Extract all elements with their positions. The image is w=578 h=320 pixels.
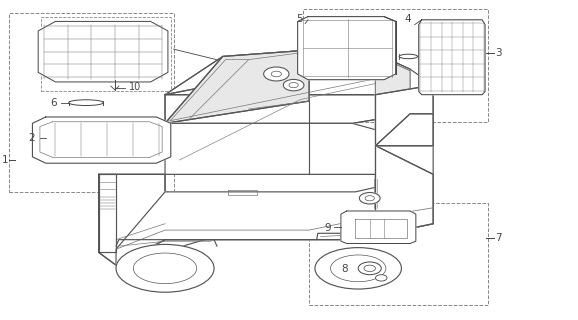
Circle shape [283, 79, 304, 91]
Ellipse shape [116, 244, 214, 292]
Polygon shape [165, 53, 376, 95]
Bar [41, 17, 171, 92]
Ellipse shape [315, 248, 402, 289]
Polygon shape [376, 55, 410, 114]
Polygon shape [376, 85, 433, 146]
Ellipse shape [399, 54, 417, 59]
Polygon shape [165, 53, 376, 95]
Text: 10: 10 [129, 82, 141, 92]
Text: 8: 8 [341, 264, 348, 274]
Text: 5: 5 [296, 14, 303, 24]
Polygon shape [376, 114, 433, 146]
Polygon shape [376, 114, 433, 146]
Polygon shape [116, 174, 433, 265]
Text: 3: 3 [495, 48, 502, 58]
Circle shape [358, 262, 381, 275]
Polygon shape [32, 117, 171, 163]
Text: 9: 9 [324, 222, 331, 233]
Polygon shape [376, 53, 433, 146]
Ellipse shape [69, 100, 103, 106]
Circle shape [360, 193, 380, 204]
Circle shape [376, 275, 387, 281]
Circle shape [264, 67, 289, 81]
Polygon shape [298, 17, 396, 80]
Polygon shape [38, 21, 168, 82]
Bar [9, 13, 173, 192]
Text: 6: 6 [51, 98, 57, 108]
Polygon shape [355, 146, 433, 240]
Polygon shape [165, 50, 309, 123]
Text: 7: 7 [495, 233, 502, 243]
Polygon shape [99, 174, 165, 265]
Polygon shape [116, 174, 433, 265]
Polygon shape [99, 174, 165, 265]
Polygon shape [165, 50, 410, 123]
Text: 1: 1 [2, 155, 9, 165]
Text: 2: 2 [29, 133, 35, 143]
Bar [309, 203, 488, 305]
Polygon shape [418, 20, 485, 95]
Polygon shape [165, 123, 433, 174]
Bar [303, 9, 488, 122]
Polygon shape [341, 211, 416, 244]
Polygon shape [355, 146, 433, 240]
Text: 4: 4 [405, 14, 411, 24]
